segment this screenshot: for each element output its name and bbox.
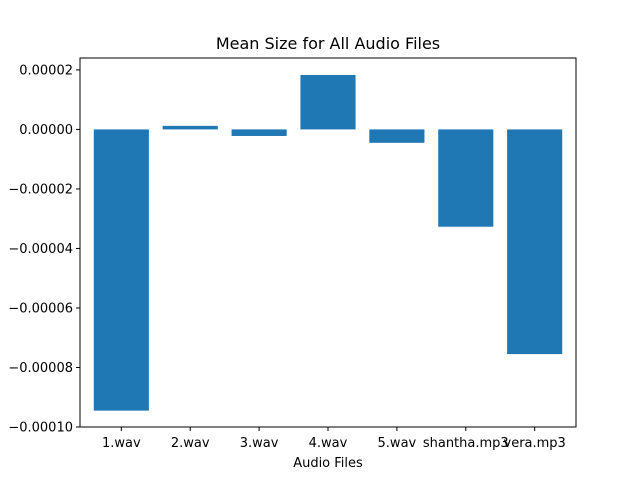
bar-5-wav xyxy=(369,129,425,143)
y-tick-label: −0.00002 xyxy=(8,182,73,197)
bar-shantha-mp3 xyxy=(438,129,494,227)
y-tick-label: −0.00006 xyxy=(8,301,73,316)
x-tick-label-4-wav: 4.wav xyxy=(309,436,348,451)
x-tick-label-1-wav: 1.wav xyxy=(102,436,141,451)
x-tick-label-3-wav: 3.wav xyxy=(240,436,279,451)
x-tick-label-shantha-mp3: shantha.mp3 xyxy=(423,436,509,451)
y-tick-label: −0.00010 xyxy=(8,421,73,436)
bars-group xyxy=(93,74,563,411)
bar-3-wav xyxy=(231,129,287,136)
bar-2-wav xyxy=(162,125,218,130)
x-axis: 1.wav 2.wav 3.wav 4.wav 5.wav shantha.mp3vera… xyxy=(102,427,566,451)
x-tick-label-5-wav: 5.wav xyxy=(378,436,417,451)
y-tick-label: −0.00008 xyxy=(8,361,73,376)
x-tick-label-2-wav: 2.wav xyxy=(171,436,210,451)
bar-vera-mp3 xyxy=(507,129,563,355)
x-axis-label: Audio Files xyxy=(293,456,363,471)
chart-title: Mean Size for All Audio Files xyxy=(216,34,440,53)
y-tick-label: −0.00004 xyxy=(8,242,73,257)
bar-1-wav xyxy=(93,129,149,411)
bar-4-wav xyxy=(300,74,356,130)
y-axis: −0.00010 −0.00008 −0.00006 −0.00004 −0.00002… xyxy=(8,63,80,436)
x-tick-label-vera-mp3: vera.mp3 xyxy=(504,436,566,451)
y-tick-label: 0.00002 xyxy=(19,63,73,78)
y-tick-label: 0.00000 xyxy=(19,123,73,138)
plot-frame xyxy=(79,57,577,428)
